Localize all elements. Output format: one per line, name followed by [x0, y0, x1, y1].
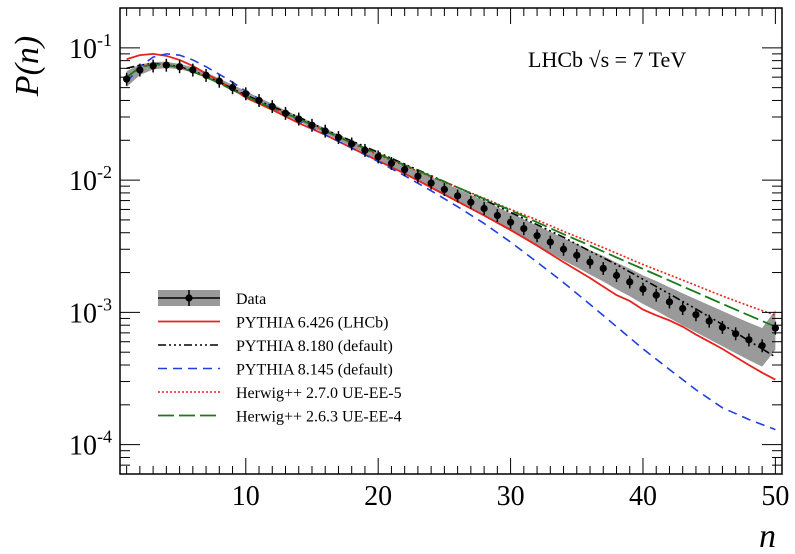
x-tick-label: 40 — [629, 481, 657, 512]
data-point — [692, 311, 700, 319]
data-point — [414, 172, 422, 180]
data-point — [546, 238, 554, 246]
data-point — [175, 63, 184, 71]
data-point — [679, 304, 687, 313]
data-point — [189, 66, 197, 74]
x-tick-label: 10 — [232, 481, 260, 512]
x-tick-label: 30 — [497, 481, 525, 512]
x-axis-title: n — [759, 518, 776, 554]
data-point — [771, 324, 779, 332]
legend-label-pythia-6-426-lhcb: PYTHIA 6.426 (LHCb) — [236, 315, 388, 332]
data-point — [361, 146, 369, 154]
data-point — [374, 153, 382, 161]
data-point — [228, 84, 237, 92]
data-point — [149, 62, 157, 70]
annotation-sqrt-s: √s — [589, 47, 610, 72]
data-point — [348, 140, 356, 148]
legend-label-pythia-8-145-default: PYTHIA 8.145 (default) — [236, 362, 393, 379]
y-tick-label: 10-1 — [69, 30, 112, 65]
experiment-annotation: LHCb √s = 7 TeV — [528, 47, 686, 72]
data-point — [506, 218, 515, 226]
y-tick-label: 10-3 — [69, 294, 112, 329]
legend-label-pythia-8-180-default: PYTHIA 8.180 (default) — [236, 338, 393, 355]
data-point — [573, 251, 581, 259]
data-point — [732, 330, 740, 338]
data-point — [321, 127, 329, 135]
data-point — [745, 336, 753, 344]
data-point — [639, 285, 647, 293]
uncertainty-band — [126, 61, 776, 367]
data-point — [255, 96, 263, 105]
data-points — [123, 58, 779, 353]
data-point — [387, 159, 396, 167]
data-point — [454, 192, 462, 200]
data-point — [705, 317, 713, 325]
legend-label-herwig-2-7-0-ue-ee-5: Herwig++ 2.7.0 UE-EE-5 — [236, 385, 402, 402]
data-point — [242, 90, 250, 98]
legend-label-data: Data — [236, 291, 266, 308]
data-point — [493, 211, 501, 220]
data-point — [123, 75, 131, 83]
y-tick-label: 10-2 — [69, 162, 112, 197]
curve-pythia-8-180-default — [126, 62, 776, 358]
data-uncertainty-band — [126, 61, 776, 367]
legend-swatch-data-marker — [185, 294, 193, 302]
y-tick-label: 10-4 — [69, 427, 112, 462]
legend: Data PYTHIA 6.426 (LHCb) PYTHIA 8.180 (def… — [158, 290, 402, 426]
data-point — [718, 323, 727, 331]
data-point — [599, 264, 607, 273]
data-point — [533, 232, 541, 240]
data-point — [308, 121, 316, 129]
data-point — [334, 133, 343, 142]
data-point — [520, 224, 528, 233]
data-point — [665, 298, 674, 306]
data-point — [401, 166, 409, 174]
x-tick-label: 50 — [761, 481, 789, 512]
data-point — [440, 185, 448, 194]
data-point — [215, 77, 223, 85]
data-point — [626, 278, 634, 286]
data-point — [467, 198, 475, 206]
data-point — [295, 115, 303, 123]
data-point — [758, 342, 766, 350]
y-axis: 10-4 10-3 10-2 10-1 — [69, 7, 782, 475]
plot-area — [123, 52, 779, 431]
data-point — [136, 66, 144, 74]
legend-label-herwig-2-6-3-ue-ee-4: Herwig++ 2.6.3 UE-EE-4 — [236, 409, 402, 426]
annotation-prefix: LHCb — [528, 47, 589, 72]
data-point — [162, 61, 170, 69]
data-point — [480, 204, 488, 213]
data-point — [586, 258, 594, 266]
x-axis: 10 20 30 40 50 — [126, 8, 789, 512]
data-point — [559, 245, 568, 253]
data-point — [427, 179, 435, 187]
data-point — [202, 71, 210, 79]
plot-frame — [119, 7, 783, 475]
data-point — [268, 102, 276, 111]
data-point — [612, 271, 621, 280]
annotation-energy: = 7 TeV — [609, 47, 686, 72]
data-point — [652, 291, 660, 299]
y-axis-title: P(n) — [9, 36, 46, 97]
x-tick-label: 20 — [364, 481, 392, 512]
data-point — [281, 109, 290, 117]
